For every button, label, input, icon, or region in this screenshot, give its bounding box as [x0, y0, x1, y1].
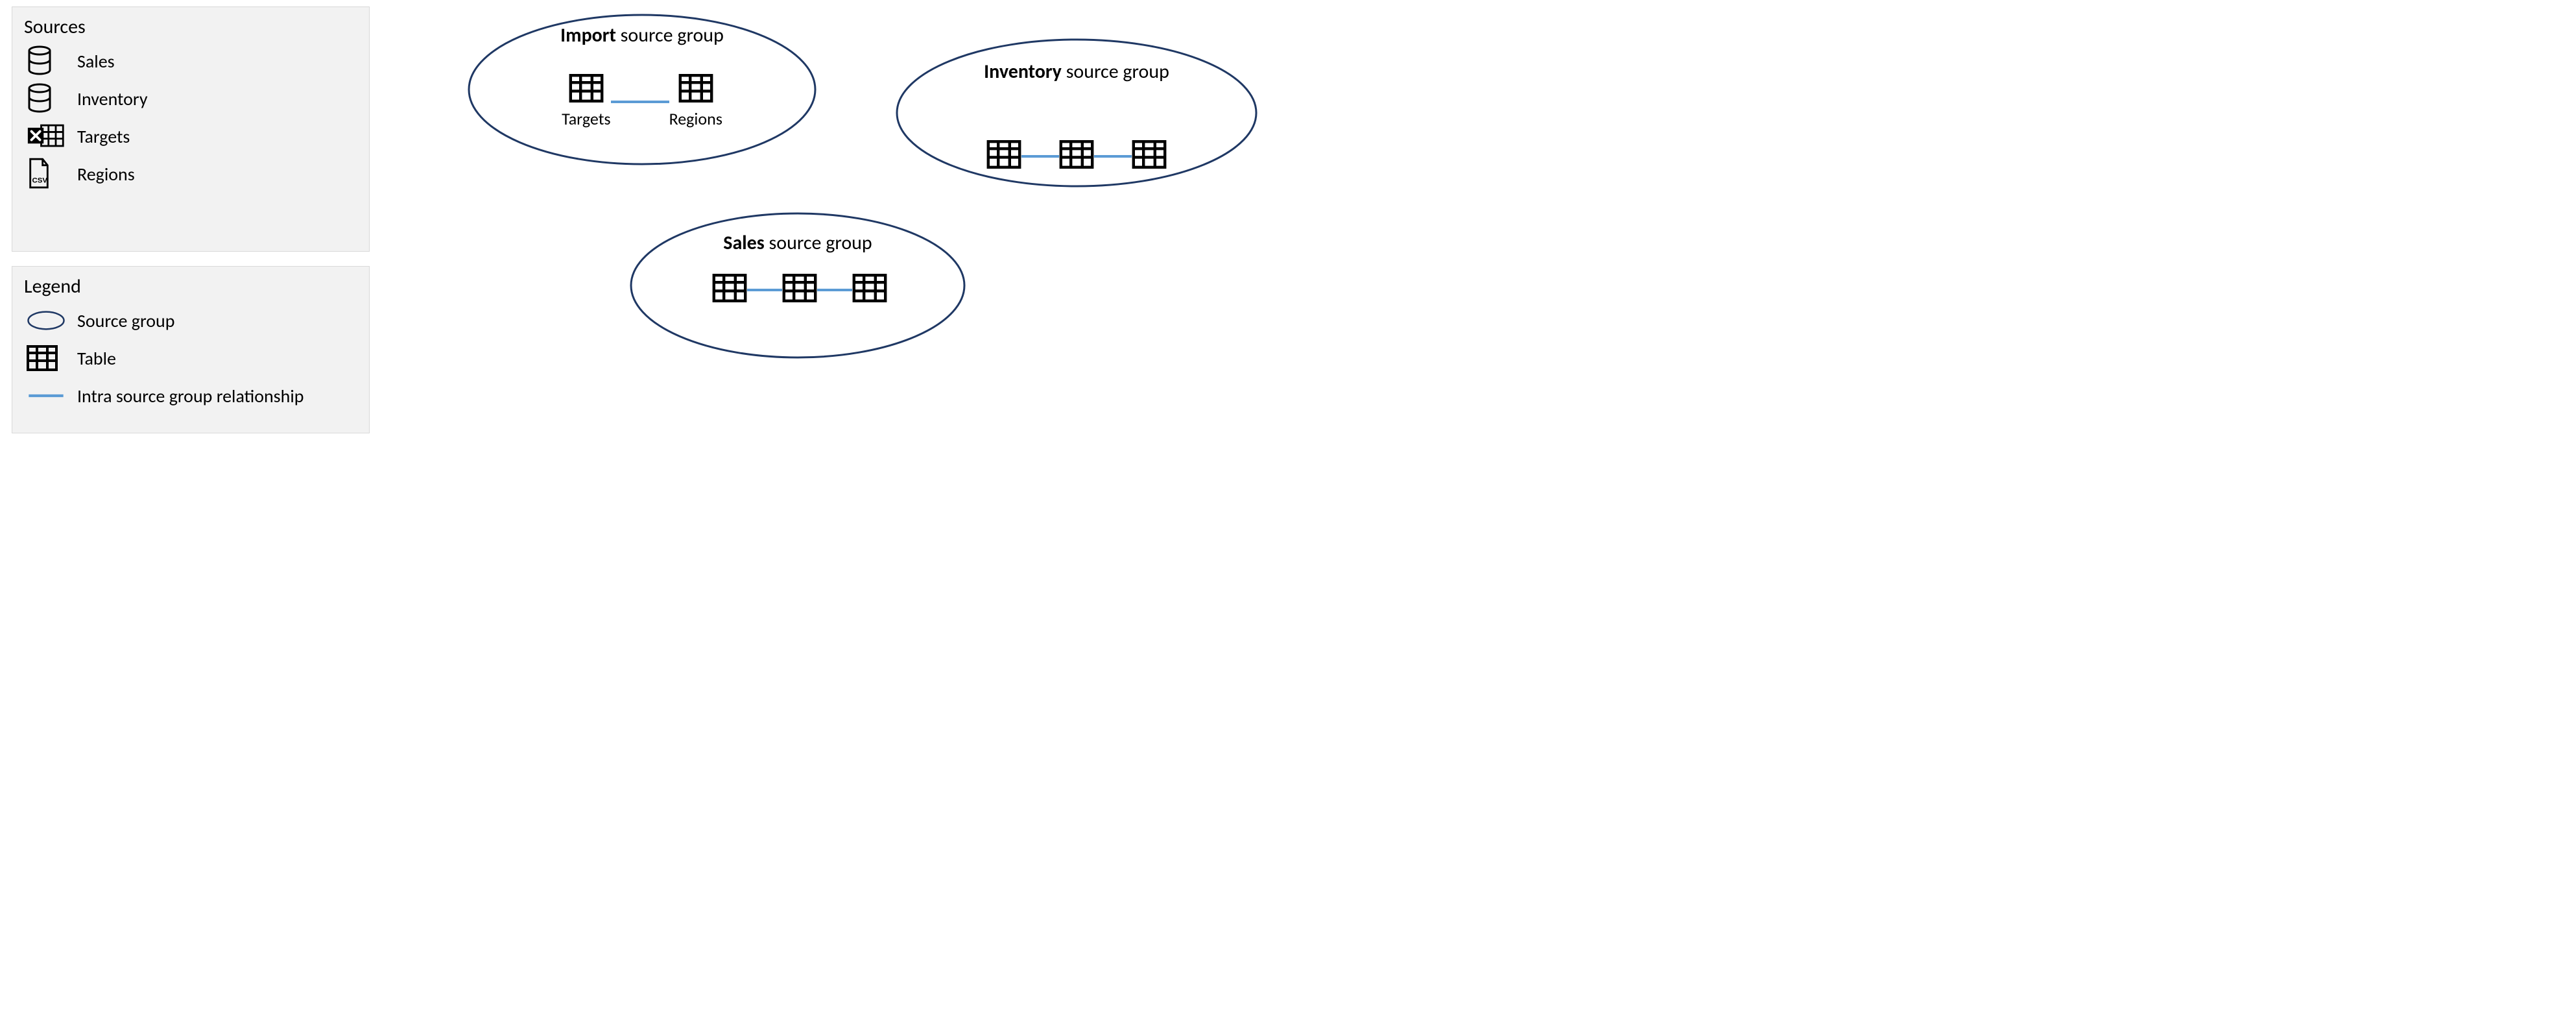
- csv-file-icon: CSV: [27, 158, 51, 190]
- source-group-title: Inventory source group: [895, 60, 1258, 84]
- sources-item-label: Targets: [77, 125, 130, 148]
- ellipse-icon: [27, 305, 66, 336]
- table-icon: [1059, 140, 1094, 172]
- excel-icon: [27, 121, 66, 152]
- intra-group-link: [747, 289, 782, 291]
- table-icon: [1132, 140, 1167, 169]
- source-group-title-bold: Sales: [723, 231, 764, 255]
- source-group-title-rest: source group: [1062, 60, 1169, 84]
- sources-item-label: Sales: [77, 50, 115, 73]
- source-group-title: Import source group: [467, 23, 817, 47]
- source-group-title-bold: Import: [560, 23, 616, 47]
- sources-item-label: Inventory: [77, 88, 148, 110]
- table-icon: [712, 274, 747, 306]
- table-icon: [986, 140, 1021, 172]
- table-icon: [678, 74, 713, 103]
- table-node: [986, 140, 1021, 172]
- database-icon: [27, 83, 66, 114]
- ellipse-icon: [27, 308, 66, 333]
- intra-group-link: [1094, 155, 1132, 158]
- database-icon: [27, 45, 53, 77]
- inventory-source-group: Inventory source group: [895, 38, 1258, 188]
- legend-item: Intra source group relationship: [27, 380, 357, 411]
- sources-title: Sources: [24, 15, 357, 39]
- table-icon: [1132, 140, 1167, 172]
- sources-panel: Sources Sales Inventory Targets CSV Regi: [12, 6, 370, 252]
- intra-group-link: [611, 101, 669, 103]
- table-node: [1132, 140, 1167, 172]
- legend-item-label: Table: [77, 347, 116, 370]
- legend-title: Legend: [24, 274, 357, 298]
- table-icon: [569, 74, 604, 106]
- table-icon: [569, 74, 604, 103]
- legend-item: Table: [27, 343, 357, 374]
- table-node: [852, 274, 887, 306]
- table-node: [782, 274, 817, 306]
- database-icon: [27, 83, 53, 114]
- sources-item: Inventory: [27, 83, 357, 114]
- legend-item-label: Intra source group relationship: [77, 385, 304, 407]
- table-icon: [782, 274, 817, 306]
- legend-item-label: Source group: [77, 309, 174, 332]
- source-group-title-rest: source group: [616, 23, 724, 47]
- link-line-icon: [27, 392, 66, 400]
- table-node: Targets: [562, 74, 611, 129]
- table-icon: [782, 274, 817, 302]
- table-node: [712, 274, 747, 306]
- table-node-label: Targets: [562, 108, 611, 129]
- excel-icon: [27, 121, 66, 152]
- table-node-label: Regions: [669, 108, 722, 129]
- table-node: Regions: [669, 74, 722, 129]
- diagram-canvas: Sources Sales Inventory Targets CSV Regi: [0, 0, 1288, 514]
- table-icon: [27, 343, 66, 374]
- table-icon: [986, 140, 1021, 169]
- source-group-tables: Targets Regions: [551, 74, 733, 129]
- intra-group-link: [1021, 155, 1059, 158]
- sources-item-label: Regions: [77, 163, 135, 186]
- sources-item: Sales: [27, 45, 357, 77]
- csv-file-icon: CSV: [27, 158, 66, 189]
- table-icon: [852, 274, 887, 302]
- source-group-title: Sales source group: [629, 231, 966, 255]
- table-icon: [678, 74, 713, 106]
- source-group-tables: [706, 274, 894, 306]
- table-icon: [712, 274, 747, 302]
- table-node: [1059, 140, 1094, 172]
- source-group-tables: [979, 140, 1174, 172]
- sources-list: Sales Inventory Targets CSV Regions: [24, 45, 357, 189]
- table-icon: [1059, 140, 1094, 169]
- legend-item: Source group: [27, 305, 357, 336]
- import-source-group: Import source group Targets Regions: [467, 13, 817, 166]
- legend-list: Source group Table Intra source group re…: [24, 305, 357, 411]
- legend-panel: Legend Source group Table Intra source g…: [12, 266, 370, 433]
- table-icon: [852, 274, 887, 306]
- source-group-title-bold: Inventory: [984, 60, 1062, 84]
- intra-group-link: [817, 289, 852, 291]
- sales-source-group: Sales source group: [629, 211, 966, 359]
- svg-text:CSV: CSV: [32, 176, 48, 184]
- table-icon: [27, 345, 58, 371]
- link-line-icon: [27, 380, 66, 411]
- sources-item: Targets: [27, 121, 357, 152]
- database-icon: [27, 45, 66, 77]
- source-group-title-rest: source group: [765, 231, 872, 255]
- sources-item: CSV Regions: [27, 158, 357, 189]
